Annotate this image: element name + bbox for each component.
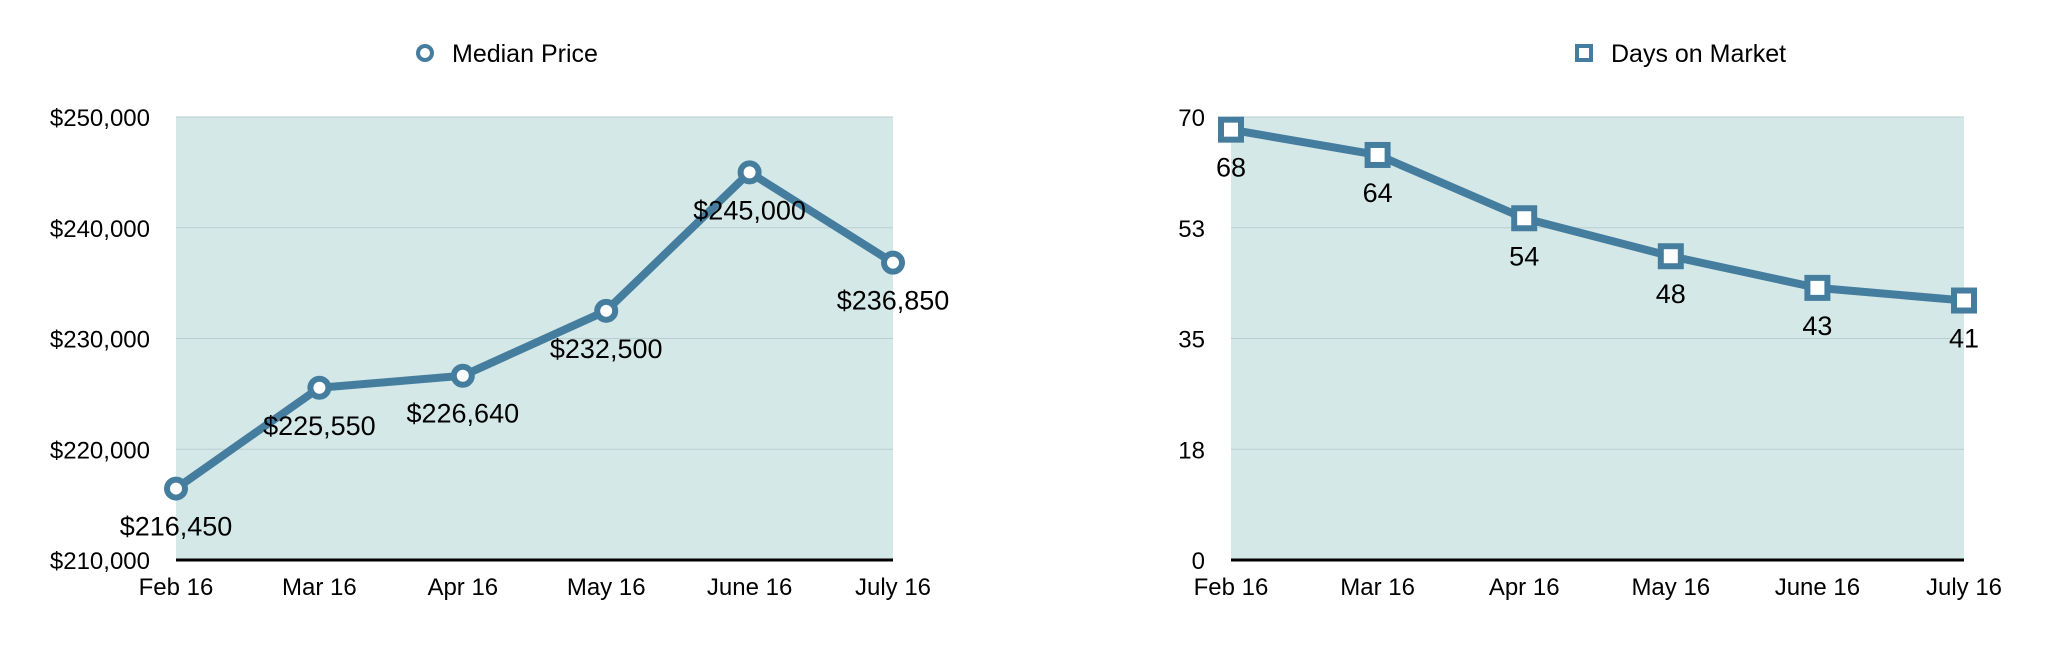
chart-svg: 0 18 35 53 70 Feb 16 Mar 16 Apr 16 May 16 June 16…	[1178, 40, 2002, 601]
data-point-marker	[881, 250, 905, 275]
series-line	[172, 168, 897, 493]
y-tick-label: 53	[1178, 216, 1205, 243]
x-tick-label: July 16	[1926, 574, 2002, 601]
y-tick-label: $220,000	[50, 437, 150, 464]
data-point-marker	[1951, 287, 1977, 314]
data-point-marker	[1218, 116, 1244, 143]
series-line	[1227, 125, 1968, 305]
data-point-marker	[1511, 205, 1538, 232]
y-tick-label: 35	[1178, 327, 1205, 354]
median-price-chart: $210,000 $220,000 $230,000 $240,000 $250,000…	[50, 40, 950, 601]
data-label: $225,550	[263, 411, 376, 441]
data-label: 64	[1363, 178, 1393, 208]
y-tick-label: $230,000	[50, 327, 150, 354]
x-tick-label: Feb 16	[139, 574, 214, 601]
data-label: $232,500	[550, 334, 663, 364]
y-tick-label: 18	[1178, 437, 1205, 464]
data-label: 54	[1509, 241, 1539, 271]
y-tick-label: $210,000	[50, 548, 150, 575]
data-label: $236,850	[837, 286, 950, 316]
x-tick-label: June 16	[707, 574, 792, 601]
chart-svg: $210,000 $220,000 $230,000 $240,000 $250,000…	[50, 40, 950, 601]
x-tick-label: Mar 16	[282, 574, 357, 601]
data-point-marker	[164, 476, 188, 501]
x-tick-label: May 16	[1631, 574, 1710, 601]
data-point-marker	[307, 375, 332, 400]
x-tick-label: Feb 16	[1194, 574, 1269, 601]
x-tick-label: Apr 16	[427, 574, 498, 601]
x-tick-label: May 16	[567, 574, 646, 601]
legend-label: Days on Market	[1611, 40, 1786, 68]
y-tick-label: 70	[1178, 105, 1205, 132]
data-point-marker	[1804, 274, 1831, 301]
y-tick-label: $240,000	[50, 216, 150, 243]
y-tick-label: $250,000	[50, 105, 150, 132]
data-label: 43	[1802, 311, 1832, 341]
legend-square-marker	[1575, 44, 1593, 62]
data-label: $245,000	[693, 195, 806, 225]
x-tick-label: July 16	[855, 574, 931, 601]
data-label: $216,450	[120, 512, 233, 542]
data-point-marker	[1364, 141, 1391, 168]
data-point-marker	[450, 363, 475, 388]
data-point-marker	[594, 298, 619, 323]
x-tick-label: June 16	[1775, 574, 1860, 601]
data-label: 48	[1656, 279, 1686, 309]
data-label: 68	[1216, 153, 1246, 183]
data-point-marker	[737, 160, 762, 185]
data-label: $226,640	[406, 399, 519, 429]
x-tick-label: Apr 16	[1489, 574, 1560, 601]
data-point-marker	[1657, 243, 1684, 270]
days-on-market-chart: 0 18 35 53 70 Feb 16 Mar 16 Apr 16 May 16 June 16…	[1024, 0, 2048, 662]
legend-circle-marker	[416, 44, 434, 62]
legend-label: Median Price	[452, 40, 598, 68]
data-label: 41	[1949, 324, 1979, 354]
x-tick-label: Mar 16	[1340, 574, 1415, 601]
y-tick-label: 0	[1192, 548, 1205, 575]
